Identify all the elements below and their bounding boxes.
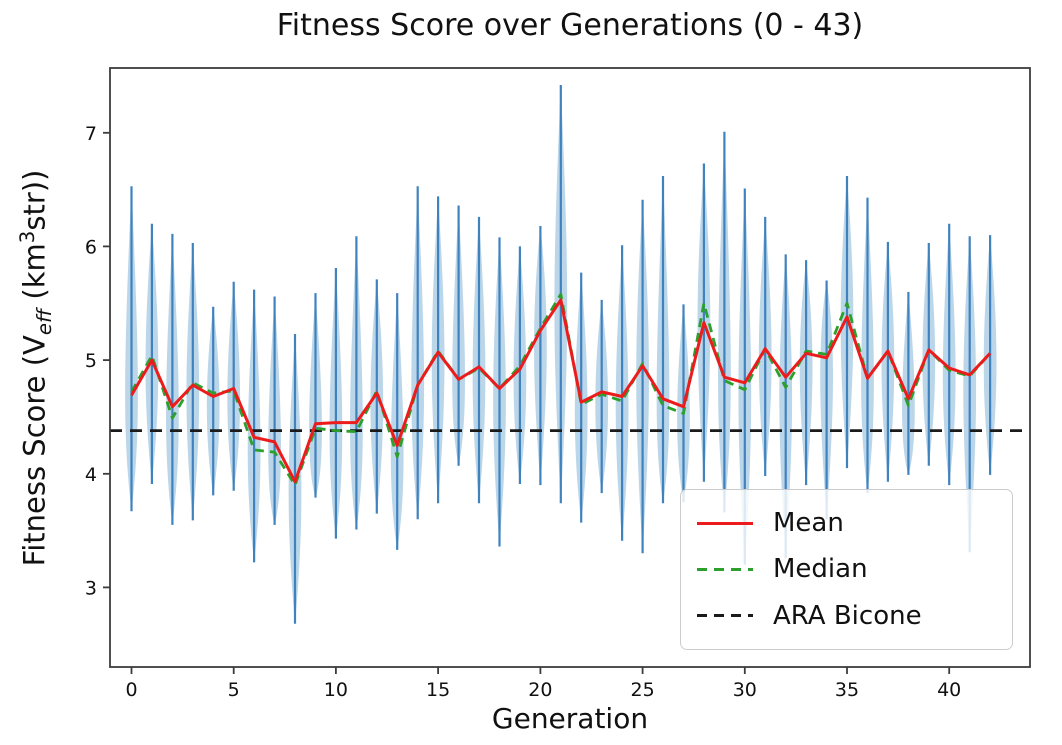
legend-line-ara-bicone bbox=[697, 614, 753, 618]
ylabel-superscript: 3 bbox=[15, 230, 39, 244]
ylabel-prefix: Fitness Score (V bbox=[17, 335, 52, 567]
x-tick-label: 10 bbox=[324, 679, 348, 701]
legend-row-median: Median bbox=[697, 554, 996, 584]
legend-line-mean bbox=[697, 521, 753, 525]
y-tick-label: 6 bbox=[85, 236, 97, 258]
x-axis-label: Generation bbox=[491, 702, 649, 735]
legend: Mean Median ARA Bicone bbox=[680, 489, 1013, 650]
legend-label-median: Median bbox=[773, 554, 868, 585]
legend-label-mean: Mean bbox=[773, 508, 844, 539]
y-tick-label: 5 bbox=[85, 350, 97, 372]
y-tick-label: 3 bbox=[85, 577, 97, 599]
x-tick-label: 25 bbox=[631, 679, 655, 701]
y-tick-label: 4 bbox=[85, 464, 97, 486]
chart-title: Fitness Score over Generations (0 - 43) bbox=[276, 8, 864, 43]
x-tick-label: 15 bbox=[426, 679, 450, 701]
ylabel-suffix: str)) bbox=[17, 169, 52, 231]
x-tick-label: 5 bbox=[228, 679, 240, 701]
legend-row-ara-bicone: ARA Bicone bbox=[697, 601, 996, 631]
mean-line bbox=[130, 298, 992, 484]
median-line bbox=[130, 292, 992, 487]
legend-row-mean: Mean bbox=[697, 508, 996, 538]
y-axis-label: Fitness Score (Veff (km3str)) bbox=[16, 170, 56, 567]
legend-line-median bbox=[697, 567, 753, 571]
x-tick-label: 40 bbox=[937, 679, 961, 701]
ylabel-subscript: eff bbox=[33, 308, 57, 336]
axes-spines bbox=[109, 67, 1031, 668]
x-tick-label: 35 bbox=[835, 679, 859, 701]
legend-label-ara-bicone: ARA Bicone bbox=[773, 600, 922, 631]
x-tick-label: 0 bbox=[125, 679, 137, 701]
x-tick-label: 20 bbox=[528, 679, 552, 701]
ylabel-mid: (km bbox=[17, 243, 52, 309]
y-tick-label: 7 bbox=[85, 123, 97, 145]
x-tick-label: 30 bbox=[733, 679, 757, 701]
